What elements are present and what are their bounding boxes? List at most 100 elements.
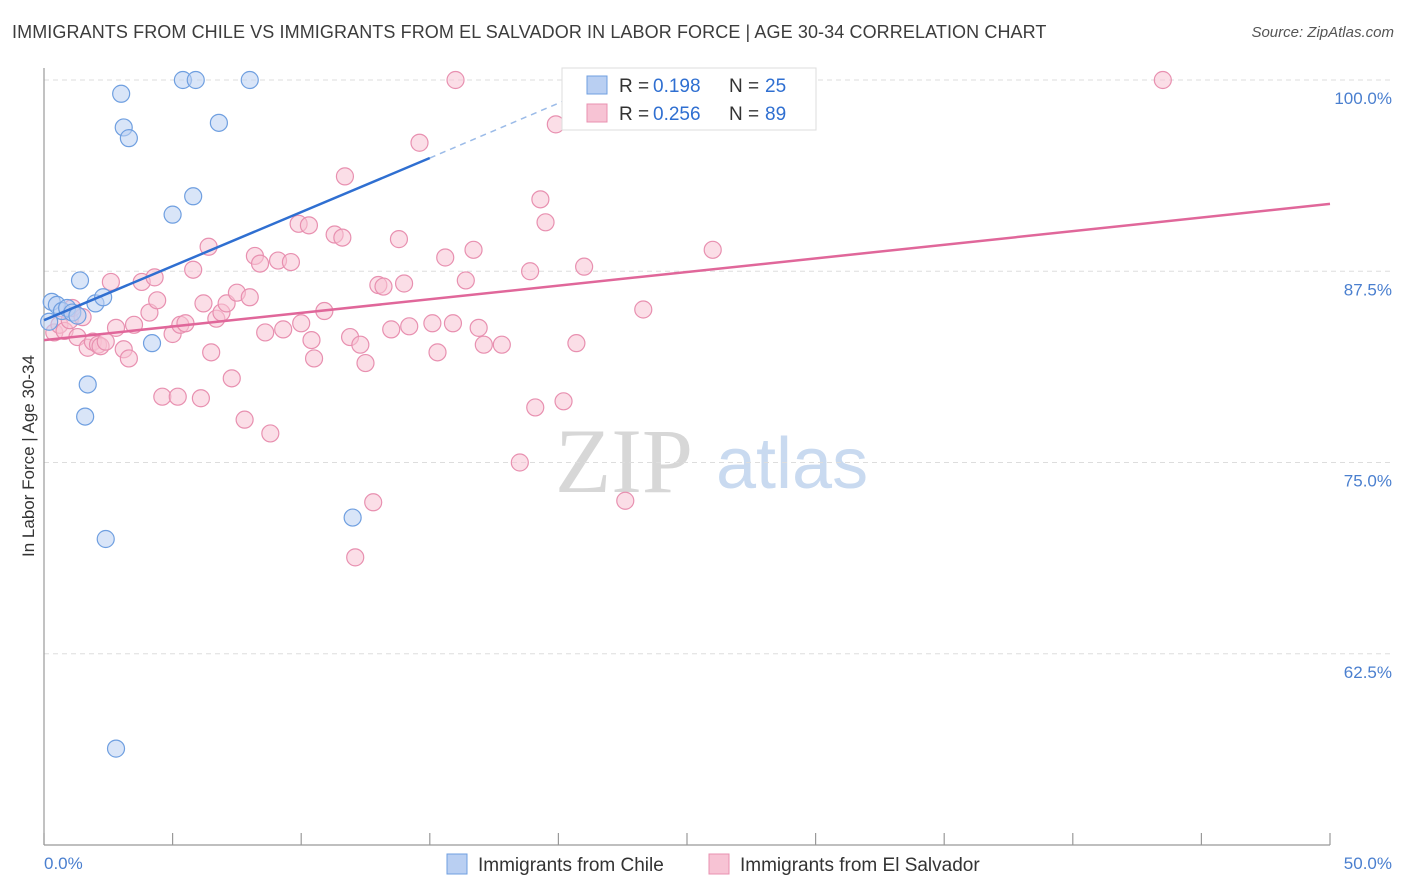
el-salvador-point-56 bbox=[351, 335, 370, 354]
chile-trendline bbox=[43, 156, 431, 322]
el-salvador-point-20 bbox=[148, 291, 167, 310]
chile-point-21 bbox=[209, 113, 228, 132]
el-salvador-point-41 bbox=[261, 424, 280, 443]
bottom-legend: Immigrants from Chile Immigrants from El… bbox=[446, 853, 980, 876]
legend-n-value-el-salvador: 89 bbox=[765, 104, 786, 125]
el-salvador-point-77 bbox=[521, 262, 540, 281]
legend-r-label-chile: R = bbox=[619, 76, 649, 97]
legend-n-label-chile: N = bbox=[729, 76, 759, 97]
chile-point-6 bbox=[70, 271, 90, 290]
el-salvador-point-36 bbox=[235, 410, 254, 429]
el-salvador-point-88 bbox=[1153, 70, 1172, 90]
el-salvador-point-52 bbox=[333, 228, 352, 247]
el-salvador-point-84 bbox=[575, 257, 594, 276]
el-salvador-point-28 bbox=[194, 294, 213, 313]
el-salvador-point-67 bbox=[428, 343, 447, 362]
el-salvador-point-60 bbox=[374, 277, 393, 296]
y-axis-title: In Labor Force | Age 30-34 bbox=[19, 355, 38, 557]
legend: R = 0.198 N = 25 R = 0.256 N = 89 bbox=[561, 67, 817, 131]
el-salvador-point-53 bbox=[335, 167, 355, 186]
el-salvador-point-15 bbox=[119, 349, 138, 368]
el-salvador-point-87 bbox=[703, 240, 722, 259]
el-salvador-point-76 bbox=[510, 453, 529, 472]
y-tick-label-1: 75.0% bbox=[1344, 472, 1392, 491]
el-salvador-point-23 bbox=[168, 387, 187, 406]
chile-point-13 bbox=[112, 84, 131, 103]
el-salvador-point-30 bbox=[202, 343, 221, 362]
el-salvador-point-40 bbox=[256, 323, 275, 342]
chile-point-22 bbox=[240, 70, 259, 90]
bottom-legend-swatch-el-salvador bbox=[708, 853, 730, 875]
chile-point-11 bbox=[96, 529, 115, 549]
y-tick-label-3: 100.0% bbox=[1334, 89, 1392, 108]
el-salvador-point-65 bbox=[410, 133, 429, 152]
chile-point-12 bbox=[106, 739, 126, 758]
legend-n-label-el-salvador: N = bbox=[729, 104, 759, 125]
el-salvador-point-43 bbox=[274, 320, 293, 339]
el-salvador-point-57 bbox=[356, 353, 375, 373]
el-salvador-point-74 bbox=[474, 335, 493, 354]
x-tick-label-max: 50.0% bbox=[1344, 854, 1392, 873]
legend-r-value-chile: 0.198 bbox=[653, 76, 701, 97]
legend-n-value-chile: 25 bbox=[765, 76, 786, 97]
chile-point-19 bbox=[186, 70, 205, 90]
gridlines bbox=[44, 79, 1392, 655]
el-salvador-point-63 bbox=[394, 274, 414, 293]
chile-point-23 bbox=[343, 508, 362, 527]
el-salvador-point-85 bbox=[616, 491, 635, 510]
el-salvador-point-62 bbox=[389, 230, 409, 249]
el-salvador-point-26 bbox=[184, 260, 203, 279]
el-salvador-trendline bbox=[43, 202, 1331, 342]
el-salvador-point-72 bbox=[464, 240, 483, 259]
bottom-legend-label-el-salvador: Immigrants from El Salvador bbox=[740, 855, 980, 876]
el-salvador-point-37 bbox=[240, 288, 259, 307]
trendlines bbox=[43, 91, 1331, 342]
el-salvador-point-70 bbox=[446, 70, 465, 90]
chile-points bbox=[40, 70, 362, 758]
legend-r-label-el-salvador: R = bbox=[619, 104, 649, 125]
el-salvador-point-49 bbox=[304, 349, 324, 368]
el-salvador-point-86 bbox=[634, 300, 653, 319]
el-salvador-point-39 bbox=[250, 254, 270, 273]
el-salvador-point-55 bbox=[346, 548, 365, 567]
el-salvador-point-46 bbox=[292, 314, 311, 333]
legend-swatch-chile bbox=[586, 75, 608, 95]
el-salvador-point-75 bbox=[492, 335, 511, 354]
chart-title: IMMIGRANTS FROM CHILE VS IMMIGRANTS FROM… bbox=[12, 22, 1047, 42]
el-salvador-point-12 bbox=[101, 272, 120, 292]
bottom-legend-swatch-chile bbox=[446, 853, 468, 875]
el-salvador-point-79 bbox=[531, 190, 550, 209]
chile-point-16 bbox=[142, 334, 162, 353]
el-salvador-point-47 bbox=[299, 216, 319, 235]
el-salvador-point-48 bbox=[302, 331, 321, 350]
el-salvador-point-44 bbox=[281, 252, 301, 272]
el-salvador-point-68 bbox=[436, 248, 455, 267]
x-tick-label-min: 0.0% bbox=[44, 854, 83, 873]
chile-point-7 bbox=[78, 375, 97, 394]
chile-point-17 bbox=[163, 205, 182, 224]
el-salvador-point-80 bbox=[536, 213, 555, 232]
el-salvador-point-66 bbox=[423, 314, 442, 333]
el-salvador-point-71 bbox=[456, 271, 475, 290]
el-salvador-point-64 bbox=[400, 317, 419, 336]
watermark-atlas: atlas bbox=[716, 424, 868, 504]
el-salvador-point-58 bbox=[364, 493, 383, 512]
el-salvador-point-61 bbox=[382, 320, 401, 339]
el-salvador-point-69 bbox=[443, 314, 463, 333]
chile-trendline-extension bbox=[429, 91, 585, 159]
legend-swatch-el-salvador bbox=[586, 103, 608, 123]
el-salvador-point-78 bbox=[526, 398, 545, 417]
source-credit: Source: ZipAtlas.com bbox=[1251, 24, 1394, 41]
bottom-legend-label-chile: Immigrants from Chile bbox=[478, 855, 664, 876]
chile-point-20 bbox=[184, 187, 203, 206]
el-salvador-point-83 bbox=[567, 334, 586, 353]
y-tick-label-0: 62.5% bbox=[1344, 663, 1392, 682]
watermark: ZIP atlas bbox=[555, 410, 868, 512]
chile-point-8 bbox=[76, 407, 95, 426]
el-salvador-point-73 bbox=[469, 318, 488, 337]
chile-point-15 bbox=[119, 129, 138, 148]
el-salvador-point-27 bbox=[191, 389, 210, 408]
x-ticks bbox=[43, 833, 1331, 845]
el-salvador-point-21 bbox=[153, 387, 172, 406]
